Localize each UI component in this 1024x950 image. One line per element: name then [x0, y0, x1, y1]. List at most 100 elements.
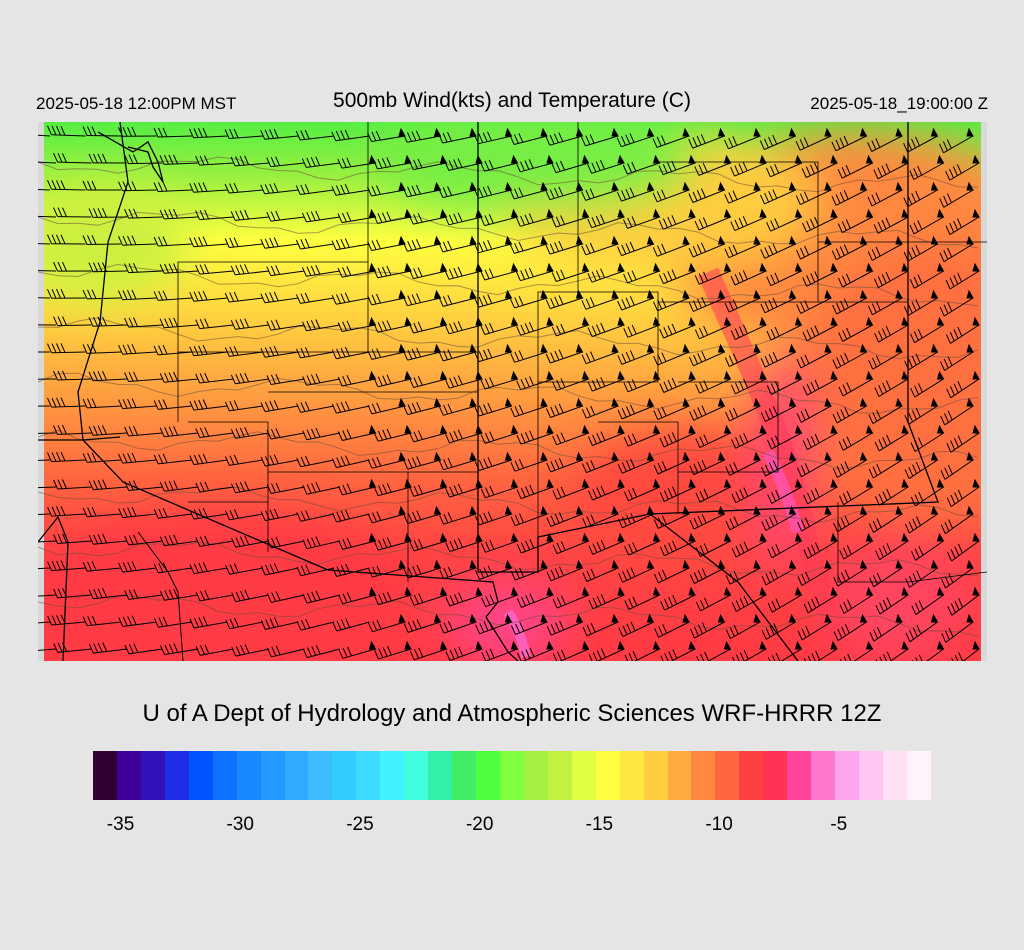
wind-barb: [195, 590, 234, 602]
wind-barb: [266, 536, 305, 549]
wind-barb: [230, 318, 270, 330]
wind-barb: [839, 478, 874, 506]
wind-barb: [724, 235, 761, 259]
wind-barb: [868, 343, 903, 370]
wind-barb: [224, 182, 264, 194]
wind-barb: [153, 399, 193, 410]
wind-barb: [38, 161, 57, 164]
wind-barb: [581, 235, 619, 256]
wind-barb: [545, 127, 584, 146]
wind-barb: [444, 370, 483, 389]
wind-barb: [617, 397, 655, 420]
wind-barb: [947, 532, 980, 562]
colorbar-swatch: [499, 751, 524, 800]
wind-barb: [588, 586, 625, 610]
wind-barb: [88, 262, 128, 273]
wind-barb: [409, 316, 448, 334]
wind-barb: [946, 370, 980, 399]
wind-barb: [867, 127, 903, 152]
wind-barb: [195, 264, 234, 275]
wind-barb: [582, 559, 619, 582]
wind-barb: [439, 613, 477, 634]
wind-barb: [124, 589, 163, 600]
wind-barb: [689, 451, 726, 476]
wind-barb: [38, 567, 51, 570]
wind-barb: [694, 208, 732, 231]
wind-barb: [546, 397, 584, 418]
wind-barb: [88, 370, 128, 382]
wind-barb: [689, 559, 726, 584]
wind-barb: [730, 154, 767, 177]
wind-barb: [760, 289, 797, 314]
wind-barb: [551, 316, 590, 337]
wind-barb: [331, 401, 370, 414]
wind-barb: [767, 640, 803, 661]
wind-barb: [945, 316, 980, 344]
wind-barb: [582, 505, 619, 528]
wind-barb: [481, 586, 519, 608]
wind-barb: [875, 640, 909, 661]
wind-barb: [189, 616, 228, 629]
colorbar-swatch: [906, 751, 931, 800]
wind-barb: [38, 351, 51, 353]
wind-barb: [587, 424, 625, 446]
wind-barb: [159, 154, 199, 165]
wind-barb: [402, 235, 442, 252]
wind-barb: [869, 613, 903, 642]
wind-barb: [765, 154, 803, 178]
wind-barb: [337, 370, 377, 387]
wind-barb: [587, 208, 625, 229]
wind-barb: [296, 510, 335, 522]
wind-barb: [296, 347, 335, 359]
wind-barb: [510, 505, 548, 527]
wind-barb: [653, 397, 690, 421]
wind-barb: [189, 399, 228, 411]
wind-barb: [689, 505, 726, 530]
wind-barb: [695, 532, 732, 557]
wind-barb: [725, 505, 761, 531]
wind-barb: [195, 535, 234, 547]
wind-barb: [260, 345, 299, 358]
wind-barb: [617, 343, 655, 365]
wind-barb: [797, 613, 832, 641]
wind-barb: [940, 343, 974, 371]
state-county-boundaries: [38, 122, 987, 661]
wind-barb: [153, 236, 193, 247]
wind-barb: [38, 188, 51, 191]
wind-barb: [796, 289, 832, 314]
wind-barb: [38, 270, 57, 272]
wind-barb: [408, 154, 448, 171]
wind-barb: [761, 613, 797, 640]
wind-barb: [581, 289, 619, 310]
wind-barb: [53, 642, 92, 653]
wind-barb: [939, 181, 974, 208]
wind-barb: [694, 154, 732, 176]
colorbar-tick-label: -15: [585, 814, 614, 835]
wind-barb: [403, 397, 442, 416]
wind-barb: [332, 509, 370, 523]
wind-barb: [438, 343, 477, 362]
wind-barb: [868, 397, 903, 425]
wind-barb: [875, 586, 909, 615]
wind-barb: [38, 134, 51, 137]
wind-barb: [946, 478, 980, 508]
wind-barb: [947, 586, 980, 616]
wind-barb: [480, 532, 519, 553]
wind-barb: [940, 397, 974, 426]
wind-barb: [47, 343, 86, 354]
wind-barb: [231, 644, 270, 657]
wind-barb: [761, 451, 797, 477]
colorbar-tick-label: -20: [465, 814, 494, 835]
wind-barb: [124, 208, 163, 219]
wind-barb: [438, 451, 477, 471]
wind-barb: [831, 127, 868, 152]
wind-barb: [659, 370, 696, 393]
wind-barb: [515, 262, 554, 282]
wind-barb: [444, 424, 483, 444]
wind-barb: [767, 532, 803, 559]
wind-barb: [367, 559, 406, 578]
wind-barb: [545, 235, 584, 255]
wind-barb: [403, 343, 442, 361]
wind-barb: [38, 459, 51, 461]
wind-barb: [296, 618, 335, 631]
